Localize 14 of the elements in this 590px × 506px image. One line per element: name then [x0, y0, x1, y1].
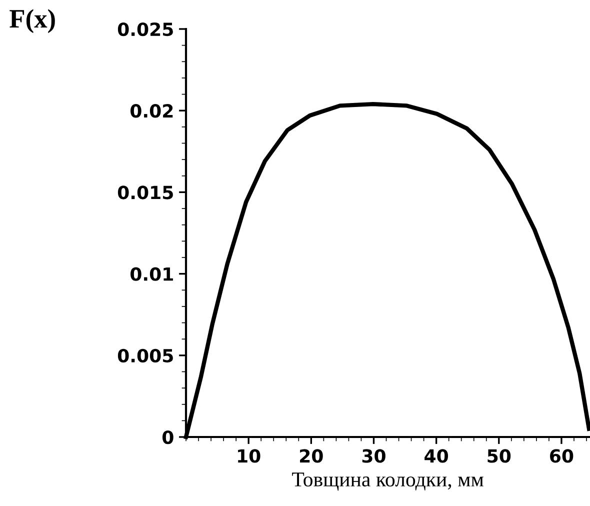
x-axis-title: Товщина колодки, мм: [292, 472, 484, 491]
x-tick-label: 20: [300, 449, 323, 463]
x-tick-label: 10: [238, 449, 260, 463]
x-tick-label: 60: [550, 449, 574, 463]
y-tick-label: 0.01: [130, 267, 173, 281]
x-tick-label: 30: [362, 449, 386, 463]
y-tick-label: 0.005: [118, 348, 173, 363]
y-tick-label: 0: [162, 430, 174, 444]
y-axis-title: F(x): [10, 9, 55, 34]
x-tick-label: 50: [488, 449, 511, 463]
y-tick-label: 0.025: [118, 22, 173, 36]
y-tick-label: 0.02: [130, 104, 173, 118]
x-tick-label: 40: [424, 449, 448, 463]
y-tick-label: 0.015: [118, 186, 173, 200]
